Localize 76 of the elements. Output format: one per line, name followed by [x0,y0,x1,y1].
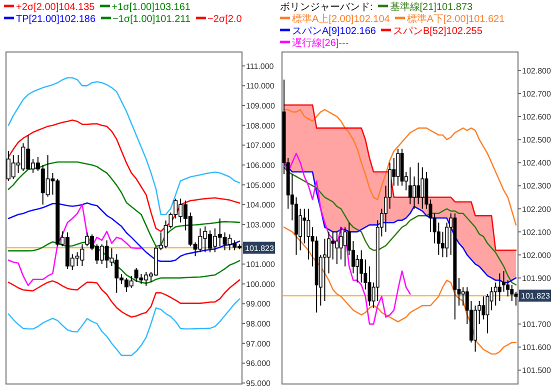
y-tick-label: 102.400 [522,158,552,168]
candlestick [420,166,424,210]
y-tick-label: 95.000 [246,379,272,388]
line-series [283,226,517,355]
candlestick [306,208,310,260]
legend-label: TP[21.00]102.186 [16,14,96,25]
candlestick [441,231,444,258]
line-series [283,104,517,251]
y-tick-label: 96.000 [246,359,272,368]
y-tick-label: 106.000 [246,160,276,170]
line-series [8,77,240,216]
y-tick-label: 107.000 [246,141,276,150]
candlestick [396,148,400,186]
legend-label: +1σ[1.00]103.161 [112,2,190,13]
candlestick [339,226,343,260]
legend-label: −2σ[2.0 [208,14,242,25]
candlestick [412,176,416,210]
candlestick [494,282,498,306]
candlestick [327,231,331,274]
candlestick [490,286,494,311]
candlestick [498,272,502,302]
ref-line-label: 101.823 [521,292,550,301]
y-tick-label: 101.000 [246,260,276,270]
candlestick [356,254,359,284]
candlestick [335,231,339,265]
legend-label: スパンA[9]102.166 [292,26,376,37]
candlestick [302,208,306,244]
y-tick-label: 101.900 [522,274,552,283]
y-tick-label: 101.500 [522,366,552,376]
y-tick-label: 101.700 [522,320,552,330]
legend-label: +2σ[2.00]104.135 [16,2,95,13]
line-series [8,202,240,262]
y-tick-label: 102.500 [522,136,552,145]
y-tick-label: 103.000 [246,220,276,230]
y-tick-label: 105.000 [246,180,276,190]
y-tick-label: 102.000 [522,250,552,260]
candlestick [298,208,302,251]
line-series [283,152,411,325]
line-series [8,279,240,318]
ref-line-label: 101.823 [245,244,274,253]
y-tick-label: 102.700 [522,90,552,98]
y-tick-label: 102.800 [522,66,552,76]
candlestick [360,250,364,284]
legend-title: ボリンジャーバンド: [280,2,373,14]
y-tick-label: 110.000 [246,82,275,91]
y-tick-label: 102.200 [522,204,552,214]
candlestick [343,226,347,267]
legend-label: 基準線[21]101.873 [390,2,473,13]
line-series [8,204,142,286]
candlestick [461,286,465,306]
y-tick-label: 104.000 [246,200,276,210]
candlestick [482,296,486,320]
legend-label: 標準A下[2.00]101.621 [406,14,505,25]
y-tick-label: 101.600 [522,343,552,352]
y-tick-label: 108.000 [246,121,276,130]
legend-label: −1σ[1.00]101.211 [112,14,191,25]
line-series [8,298,240,356]
y-tick-label: 97.000 [246,339,272,348]
candlestick [416,162,420,205]
y-tick-label: 100.000 [246,280,276,289]
y-tick-label: 102.600 [522,112,552,122]
candlestick [323,238,326,302]
candlestick [331,231,335,260]
legend-label: 遅行線[26]--- [292,38,349,49]
candlestick [408,166,412,205]
y-tick-label: 111.000 [246,62,274,71]
y-tick-label: 102.300 [522,182,552,191]
y-tick-label: 99.000 [246,300,272,309]
y-tick-label: 98.000 [246,320,272,329]
line-series [283,108,517,226]
y-tick-label: 102.100 [522,228,552,237]
y-tick-label: 109.000 [246,102,276,111]
candlestick [502,270,506,292]
legend-label: 標準A上[2.00]102.104 [292,14,390,25]
candlestick [510,284,514,302]
legend-label: スパンB[52]102.255 [392,26,482,37]
